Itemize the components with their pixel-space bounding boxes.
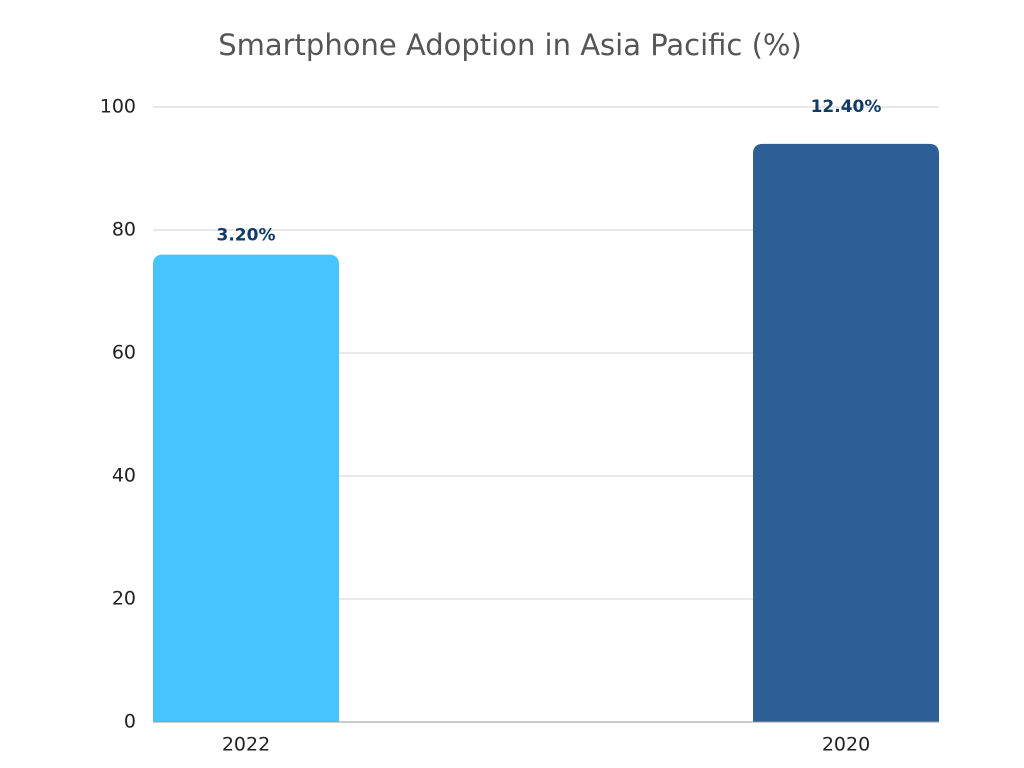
x-tick-label: 2020 [822, 734, 870, 756]
y-tick-label: 40 [112, 465, 136, 487]
bar [753, 143, 939, 722]
bar [153, 254, 339, 722]
y-tick-label: 20 [112, 588, 136, 610]
y-tick-label: 100 [100, 96, 136, 118]
x-tick-label: 2022 [222, 734, 270, 756]
annotation: 12.40% [811, 97, 882, 117]
annotation: 3.20% [217, 226, 276, 246]
y-tick-label: 80 [112, 219, 136, 241]
chart-title: Smartphone Adoption in Asia Pacific (%) [218, 28, 802, 62]
y-tick-label: 60 [112, 342, 136, 364]
y-tick-label: 0 [124, 711, 136, 733]
